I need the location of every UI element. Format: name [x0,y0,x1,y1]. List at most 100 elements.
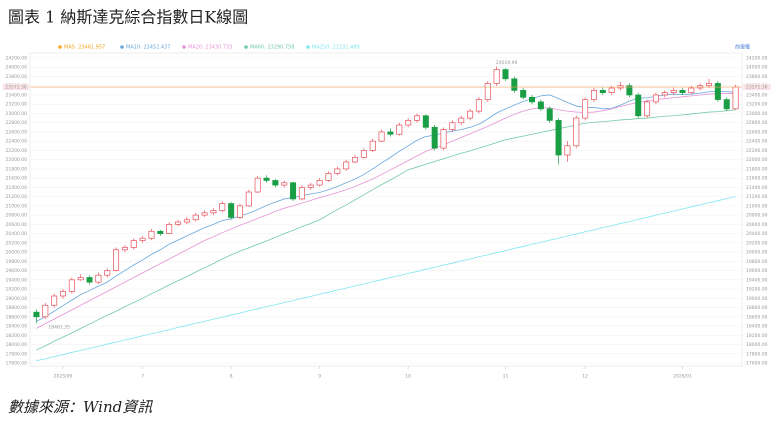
candle-body [157,230,164,234]
candle-body [263,177,270,181]
candle-body [148,230,155,239]
candle-body [413,115,420,121]
candle-body [166,224,173,234]
x-tick-label: 10 [405,374,411,380]
y-tick-label: 20800.00 [6,213,28,219]
candle-body [201,212,208,216]
y-tick-label: 18600.00 [6,314,28,320]
candle-body [706,83,713,87]
candle-body [272,180,279,186]
x-tick-label: 7 [141,374,144,380]
y-tick-label: 18800.00 [6,305,28,311]
y-tick-label-right: 24000.00 [746,65,768,71]
y-tick-label-right: 20000.00 [746,250,768,256]
y-tick-label-right: 18400.00 [746,324,768,330]
ma-line [36,196,736,362]
y-tick-label-right: 20800.00 [746,213,768,219]
y-tick-label-right: 19000.00 [746,296,768,302]
candle-body [77,277,84,281]
candle-body [644,101,651,117]
candle-body [714,83,721,100]
x-tick-label: 8 [230,374,233,380]
candle-body [121,247,128,251]
y-tick-label: 20600.00 [6,222,28,228]
y-tick-label: 20200.00 [6,240,28,246]
y-tick-label: 17600.00 [6,361,28,367]
candle-body [130,240,137,248]
legend-swatch [182,45,186,49]
y-tick-label: 24200.00 [6,56,28,62]
y-tick-label: 19400.00 [6,277,28,283]
y-tick-label-right: 20600.00 [746,222,768,228]
y-tick-label-right: 23400.00 [746,92,768,98]
candle-body [254,177,261,193]
y-tick-label-right: 23800.00 [746,74,768,80]
y-tick-label-right: 21000.00 [746,203,768,209]
candle-body [475,99,482,112]
y-tick-label-right: 20200.00 [746,240,768,246]
legend-label: MA10: 23452.437 [126,45,170,51]
candle-body [564,145,571,156]
y-tick-label: 22400.00 [6,139,28,145]
y-tick-label: 21400.00 [6,185,28,191]
legend-swatch [306,45,310,49]
y-tick-label: 21800.00 [6,166,28,172]
candle-body [298,187,305,200]
min-annotation: 18461.35 [48,325,70,331]
candle-body [688,87,695,94]
candle-body [192,214,199,221]
candle-body [661,92,668,96]
candle-body [467,110,474,119]
candle-body [599,89,606,94]
y-tick-label: 22800.00 [6,120,28,126]
candle-body [396,124,403,135]
candle-body [236,205,243,218]
y-tick-label: 23400.00 [6,92,28,98]
legend-label: MA5: 23461.957 [64,45,105,51]
y-tick-label: 18000.00 [6,342,28,348]
candle-body [652,94,659,103]
candle-body [440,129,447,149]
candle-body [458,117,465,124]
adjust-note: 前復權 [735,44,750,51]
candle-body [183,219,190,223]
candle-body [449,122,456,130]
y-tick-label-right: 19800.00 [746,259,768,265]
candle-body [573,117,580,147]
candle-body [210,210,217,214]
y-tick-label-right: 22800.00 [746,120,768,126]
candle-body [590,89,597,100]
candle-body [245,191,252,207]
y-tick-label: 22600.00 [6,129,28,135]
y-tick-label: 23800.00 [6,74,28,80]
y-tick-label: 17800.00 [6,351,28,357]
candle-body [59,291,66,297]
candle-body [360,150,367,158]
last-price-tag [3,84,29,91]
candle-body [546,108,553,121]
candle-body [679,89,686,94]
source-note: 數據來源：Wind資訊 [8,398,153,416]
candle-body [316,180,323,186]
y-tick-label-right: 18800.00 [746,305,768,311]
x-tick-label: 12 [582,374,588,380]
x-tick-label: 2026/01 [673,374,692,380]
y-tick-label-right: 23200.00 [746,102,768,108]
candle-body [42,304,49,318]
candle-body [511,78,518,91]
candle-body [635,94,642,117]
last-price-label-right: 23571.36 [746,85,768,91]
y-tick-label: 19800.00 [6,259,28,265]
candle-body [732,86,739,110]
candle-body [369,140,376,151]
y-tick-label: 21000.00 [6,203,28,209]
y-tick-label-right: 21800.00 [746,166,768,172]
ma-line [36,90,736,322]
y-tick-label: 18200.00 [6,333,28,339]
candle-body [219,203,226,211]
last-price-tag-right [743,84,771,91]
candle-body [113,249,120,271]
candle-body [520,89,527,98]
y-tick-label: 19000.00 [6,296,28,302]
y-tick-label-right: 21200.00 [746,194,768,200]
